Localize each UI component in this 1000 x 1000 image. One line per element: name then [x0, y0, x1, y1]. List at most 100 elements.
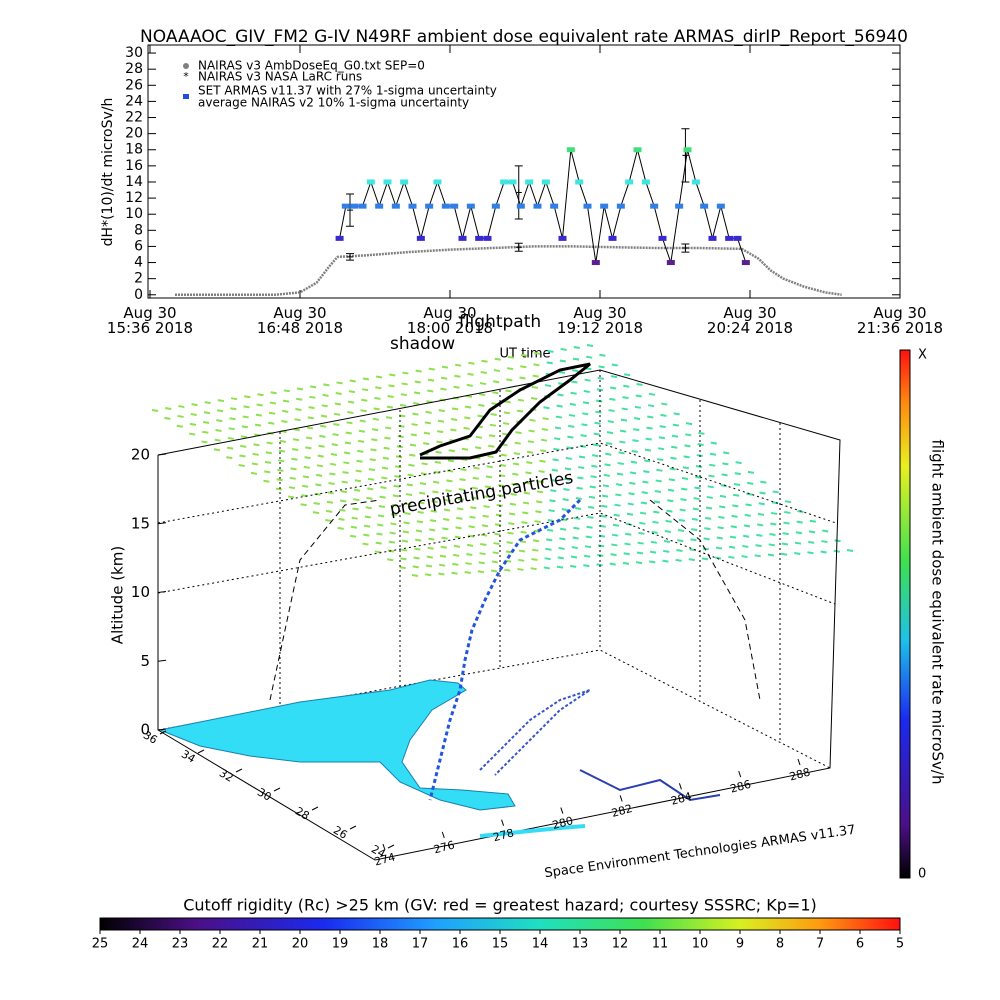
colorbar-tick-label: 24	[132, 937, 149, 952]
lon-tick-label: 274	[373, 851, 397, 869]
particle-dash	[558, 546, 565, 550]
particle-dash	[623, 384, 630, 388]
particle-dash	[310, 385, 317, 389]
particle-dash	[706, 495, 713, 499]
particle-dash	[228, 427, 235, 431]
particle-dash	[306, 426, 314, 430]
point-marker	[608, 235, 617, 241]
particle-dash	[372, 417, 380, 421]
x-tick-label: Aug 30 18:00 2018	[406, 304, 494, 337]
particle-dash	[264, 470, 271, 474]
particle-dash	[484, 495, 491, 499]
particle-dash	[467, 534, 475, 538]
particle-dash	[694, 486, 701, 490]
particle-dash	[377, 514, 385, 518]
particle-dash	[374, 550, 382, 554]
particle-dash	[455, 363, 462, 367]
particle-dash	[405, 493, 413, 497]
particle-dash	[607, 420, 614, 424]
particle-dash	[415, 369, 422, 373]
shadow-line	[649, 499, 761, 701]
particle-dash	[312, 511, 320, 515]
particle-dash	[452, 562, 459, 566]
point-marker	[475, 235, 484, 241]
x-tick-label: Aug 30 21:36 2018	[856, 304, 944, 337]
lat-tick-label: 34	[179, 747, 198, 765]
particle-dash	[586, 525, 593, 529]
particle-dash	[592, 443, 600, 447]
particle-dash	[333, 423, 340, 427]
x-tick-label: Aug 30 15:36 2018	[106, 304, 194, 337]
coastline	[579, 769, 721, 802]
flight-path	[419, 362, 591, 460]
particle-dash	[494, 357, 501, 361]
point-marker	[425, 203, 434, 209]
particle-dash	[528, 429, 535, 433]
particle-dash	[612, 523, 620, 527]
particle-dash	[550, 489, 557, 493]
particle-dash	[376, 532, 383, 536]
particle-dash	[420, 472, 427, 476]
particle-dash	[568, 413, 576, 417]
particle-dash	[733, 483, 741, 486]
particle-dash	[574, 516, 581, 520]
particle-dash	[570, 555, 578, 559]
particle-dash	[214, 438, 221, 442]
particle-dash	[514, 441, 521, 445]
particle-dash	[414, 380, 421, 384]
particle-dash	[772, 490, 779, 494]
particle-dash	[821, 540, 828, 544]
particle-dash	[347, 400, 355, 404]
particle-dash	[559, 359, 566, 363]
particle-dash	[478, 403, 485, 407]
particle-dash	[635, 394, 642, 398]
particle-dash	[215, 428, 222, 432]
particle-dash	[747, 470, 755, 474]
particle-dash	[746, 481, 754, 485]
particle-dash	[151, 409, 159, 412]
particle-dash	[398, 424, 405, 428]
particle-dash	[380, 486, 387, 490]
colorbar-tick-label: 12	[612, 937, 629, 952]
y-tick-label: 18	[125, 142, 143, 158]
particle-dash	[455, 526, 462, 530]
particle-dash	[808, 530, 816, 534]
particle-dash	[323, 383, 330, 387]
point-marker	[466, 203, 475, 209]
particle-dash	[755, 544, 762, 548]
particle-dash	[665, 519, 672, 523]
particle-dash	[492, 551, 499, 555]
particle-dash	[627, 502, 634, 506]
particle-dash	[784, 500, 792, 504]
particle-dash	[433, 480, 440, 484]
particle-dash	[202, 421, 210, 424]
particle-dash	[303, 465, 310, 469]
particle-dash	[722, 462, 729, 466]
particle-dash	[719, 494, 727, 498]
particle-dash	[546, 361, 553, 365]
particle-dash	[264, 460, 272, 464]
particle-dash	[288, 495, 295, 499]
point-marker	[583, 203, 592, 209]
particle-dash	[463, 426, 470, 430]
particle-dash	[677, 539, 684, 543]
particle-dash	[239, 454, 246, 458]
particle-dash	[524, 481, 531, 485]
point-marker	[741, 260, 750, 266]
colorbar-tick-label: 9	[736, 937, 744, 952]
legend-entry: SET ARMAS v11.37 with 27% 1-sigma uncert…	[198, 84, 497, 98]
particle-dash	[392, 494, 400, 498]
particle-dash	[542, 417, 549, 421]
particle-dash	[338, 517, 345, 521]
particle-dash	[650, 540, 658, 544]
particle-dash	[591, 464, 598, 468]
point-marker	[366, 179, 375, 185]
colorbar-tick-label: 25	[92, 937, 109, 952]
particle-dash	[513, 452, 521, 456]
lat-tick-label: 30	[255, 785, 274, 803]
y-tick-label: 26	[125, 77, 143, 93]
particle-dash	[275, 487, 282, 491]
particle-dash	[480, 370, 487, 374]
particle-dash	[332, 433, 339, 437]
shadow-path	[479, 689, 591, 776]
